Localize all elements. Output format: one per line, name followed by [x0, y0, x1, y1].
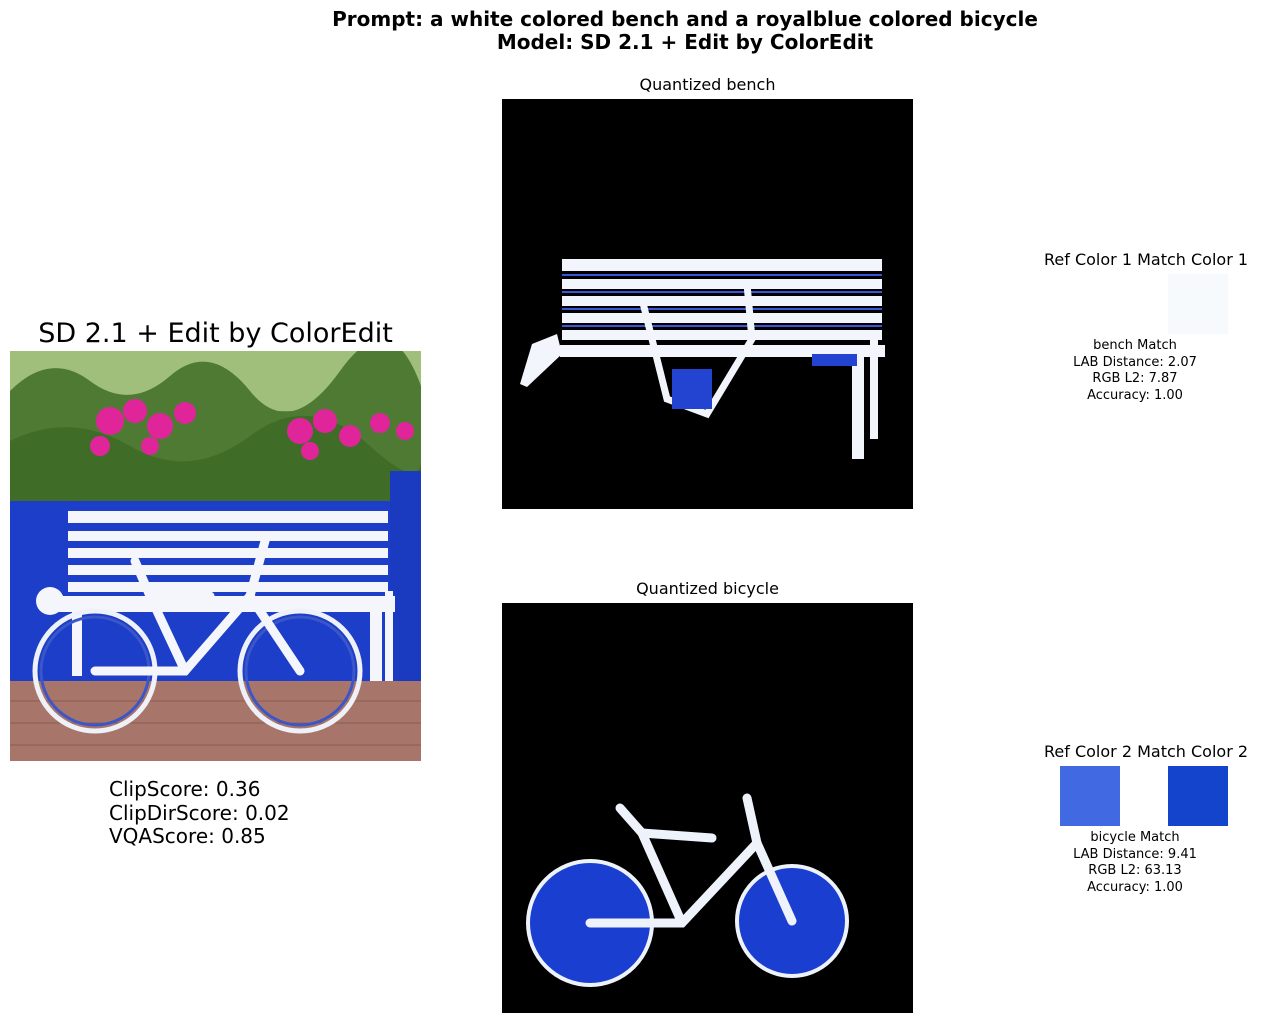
figure-title-prompt: Prompt: a white colored bench and a roya… — [332, 7, 1038, 31]
scores-block: ClipScore: 0.36 ClipDirScore: 0.02 VQASc… — [109, 777, 290, 849]
color-match-1-label: Ref Color 1 Match Color 1 — [1044, 250, 1249, 269]
ref-color-1-swatch — [1060, 274, 1120, 334]
quantized-bench-title: Quantized bench — [639, 75, 776, 94]
color-match-2-label: Ref Color 2 Match Color 2 — [1044, 742, 1249, 761]
color-match-1-stats: bench Match LAB Distance: 2.07 RGB L2: 7… — [1035, 338, 1235, 404]
ref-color-2-swatch — [1060, 766, 1120, 826]
quantized-bench-image — [502, 99, 913, 509]
quantized-bicycle-title: Quantized bicycle — [636, 579, 779, 598]
match-1-rgb: RGB L2: 7.87 — [1092, 371, 1178, 386]
clip-dir-score: ClipDirScore: 0.02 — [109, 800, 290, 825]
match-color-2-swatch — [1168, 766, 1228, 826]
quantized-bicycle-image — [502, 603, 913, 1013]
match-color-1-swatch — [1168, 274, 1228, 334]
generated-image-title: SD 2.1 + Edit by ColorEdit — [38, 318, 393, 349]
generated-image — [10, 351, 421, 761]
figure-title-model: Model: SD 2.1 + Edit by ColorEdit — [496, 30, 874, 54]
match-1-lab: LAB Distance: 2.07 — [1073, 354, 1197, 370]
match-1-accuracy: Accuracy: 1.00 — [1087, 387, 1183, 403]
match-2-accuracy: Accuracy: 1.00 — [1087, 879, 1183, 895]
match-1-name: bench Match — [1093, 338, 1177, 353]
match-2-lab: LAB Distance: 9.41 — [1073, 846, 1197, 862]
vqa-score: VQAScore: 0.85 — [109, 824, 266, 848]
match-2-rgb: RGB L2: 63.13 — [1088, 863, 1182, 878]
match-2-name: bicycle Match — [1090, 830, 1180, 845]
clip-score: ClipScore: 0.36 — [109, 777, 261, 801]
color-match-2-stats: bicycle Match LAB Distance: 9.41 RGB L2:… — [1035, 830, 1235, 896]
